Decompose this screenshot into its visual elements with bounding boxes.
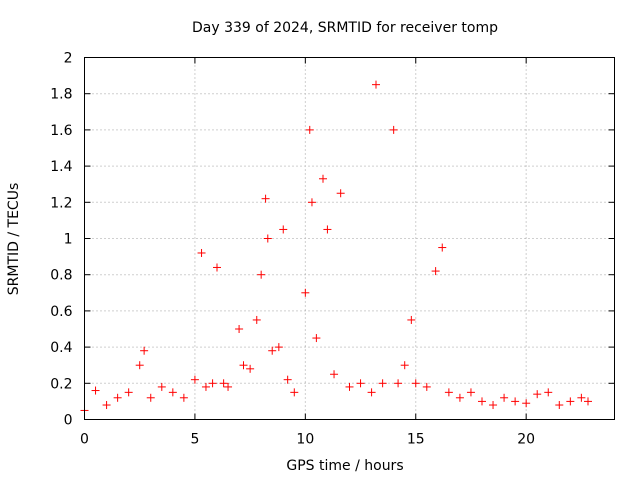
data-point — [389, 125, 398, 134]
data-point — [319, 174, 327, 183]
data-point — [283, 375, 292, 384]
data-point — [489, 401, 498, 410]
data-point — [307, 198, 316, 207]
y-tick-label: 2 — [64, 51, 73, 67]
data-point — [219, 379, 228, 388]
data-point — [224, 382, 233, 391]
y-tick-label: 1.2 — [50, 195, 72, 211]
data-point — [500, 393, 509, 402]
plot-frame — [84, 57, 615, 420]
data-point — [544, 388, 553, 397]
x-tick-label: 10 — [296, 432, 314, 448]
data-point — [466, 388, 475, 397]
data-point — [444, 388, 453, 397]
data-point — [407, 315, 416, 324]
y-tick-label: 1.4 — [50, 159, 72, 175]
x-axis-label: GPS time / hours — [286, 458, 403, 474]
data-point — [146, 393, 155, 402]
data-point — [135, 361, 144, 370]
data-point — [356, 379, 365, 388]
x-tick-label: 5 — [190, 432, 199, 448]
chart-title: Day 339 of 2024, SRMTID for receiver tom… — [192, 20, 498, 36]
data-point — [140, 346, 149, 355]
y-axis-label: SRMTID / TECUs — [6, 183, 22, 296]
data-point — [102, 401, 111, 410]
data-point — [533, 390, 542, 399]
data-point — [522, 399, 531, 408]
x-tick-label: 0 — [80, 432, 89, 448]
data-point — [290, 388, 299, 397]
data-point — [345, 382, 354, 391]
data-point — [323, 225, 332, 234]
data-point — [372, 80, 380, 89]
y-tick-label: 1.6 — [50, 123, 72, 139]
data-point — [124, 388, 133, 397]
data-point — [213, 263, 221, 272]
data-point — [378, 379, 387, 388]
y-tick-label: 0.6 — [50, 304, 72, 320]
y-tick-label: 0.4 — [50, 340, 72, 356]
y-tick-label: 1.8 — [50, 87, 72, 103]
data-point — [179, 393, 188, 402]
data-point — [279, 225, 288, 234]
data-point — [312, 334, 321, 343]
data-point — [478, 397, 486, 406]
data-point — [330, 370, 339, 379]
data-point — [208, 379, 217, 388]
axis-ticks: 00.20.40.60.811.21.41.61.820 5 10 15 20 — [50, 51, 615, 448]
y-tick-label: 0.2 — [50, 376, 72, 392]
data-point — [566, 397, 575, 406]
data-point — [577, 393, 586, 402]
data-point — [268, 346, 277, 355]
data-point — [197, 248, 206, 257]
data-point — [91, 386, 100, 395]
data-point — [257, 270, 266, 279]
x-tick-label: 15 — [407, 432, 425, 448]
data-point — [511, 397, 520, 406]
data-point — [263, 234, 272, 243]
data-point — [261, 194, 270, 203]
data-point — [367, 388, 376, 397]
y-tick-label: 0 — [64, 413, 73, 429]
y-tick-label: 1 — [64, 232, 73, 248]
data-point — [252, 315, 261, 324]
data-point — [239, 361, 248, 370]
data-point — [190, 375, 199, 384]
data-points — [80, 80, 592, 415]
data-point — [400, 361, 409, 370]
y-tick-label: 0.8 — [50, 268, 72, 284]
data-point — [555, 401, 564, 410]
data-point — [431, 267, 440, 276]
data-point — [168, 388, 177, 397]
data-point — [455, 393, 464, 402]
data-point — [305, 125, 314, 134]
grid — [84, 57, 615, 420]
data-point — [422, 382, 431, 391]
data-point — [394, 379, 403, 388]
data-point — [235, 325, 244, 333]
data-point — [201, 382, 210, 391]
data-point — [274, 343, 283, 352]
data-point — [336, 189, 345, 198]
data-point — [113, 393, 122, 402]
data-point — [157, 382, 166, 391]
data-point — [411, 379, 420, 388]
data-point — [584, 397, 592, 406]
x-tick-label: 20 — [517, 432, 535, 448]
data-point — [301, 288, 310, 297]
data-point — [246, 364, 255, 373]
data-point — [438, 243, 447, 252]
